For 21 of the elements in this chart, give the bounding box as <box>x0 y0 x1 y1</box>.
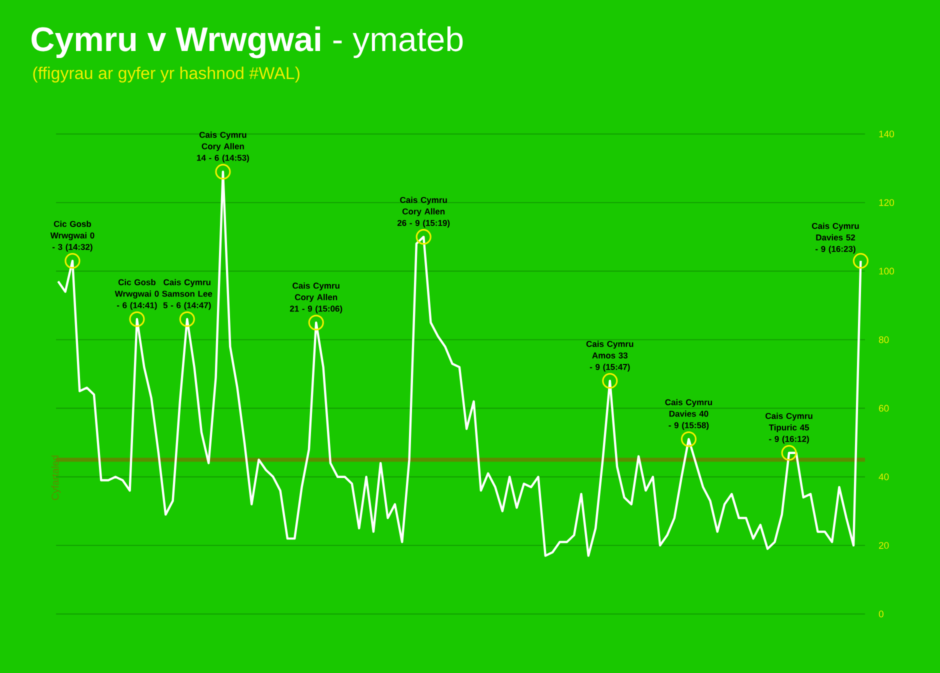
y-tick-label: 140 <box>879 130 894 138</box>
annotation: Cais Cymru Davies 40 - 9 (15:58) <box>665 399 712 430</box>
annotation: Cais Cymru Cory Allen 26 - 9 (15:19) <box>397 196 450 228</box>
y-tick-label: 40 <box>878 473 889 480</box>
y-tick-label: 120 <box>879 199 894 206</box>
chart-title: Cymru v Wrwgwai - ymateb <box>32 26 463 58</box>
y-tick-label: 0 <box>878 610 884 618</box>
annotation: Cais Cymru Samson Lee 5 - 6 (14:47) <box>162 279 212 310</box>
chart-subtitle: (ffigyrau ar gyfer yr hashnod #WAL) <box>33 66 300 83</box>
y-tick-label: 60 <box>879 404 889 412</box>
annotation: Cic Gosb Wrwgwai 0 - 6 (14:41) <box>114 279 159 310</box>
annotation: Cic Gosb Wrwgwai 0 - 3 (14:32) <box>50 220 94 252</box>
annotation: Cais Cymru Amos 33 - 9 (15:47) <box>586 340 634 372</box>
y-tick-label: 100 <box>879 268 894 275</box>
y-tick-label: 20 <box>879 542 889 549</box>
ref-line-label: Cyfartaled <box>51 456 61 500</box>
y-tick-label: 80 <box>878 336 889 344</box>
annotation: Cais Cymru Tipuric 45 - 9 (16:12) <box>766 412 812 444</box>
annotation: Cais Cymru Cory Allen 14 - 6 (14:53) <box>197 132 249 163</box>
annotation: Cais Cymru Cory Allen 21 - 9 (15:06) <box>290 282 342 314</box>
annotation: Cais Cymru Davies 52 - 9 (16:23) <box>812 222 859 254</box>
